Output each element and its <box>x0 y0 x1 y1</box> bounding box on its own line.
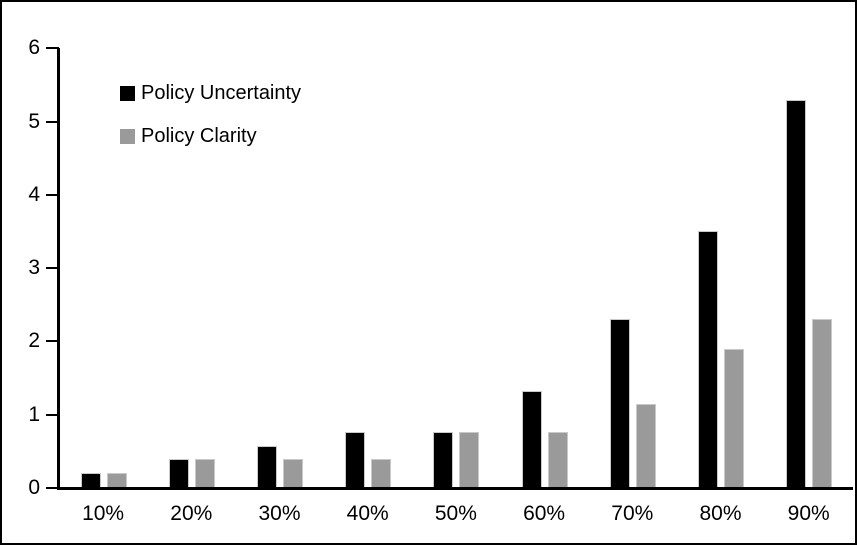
bar-policy-clarity-90- <box>812 319 833 488</box>
bar-policy-clarity-10- <box>106 473 127 488</box>
y-axis-tick-label: 1 <box>28 402 40 426</box>
bar-policy-clarity-70- <box>635 403 656 488</box>
x-axis-label-60-: 60% <box>523 502 566 525</box>
y-axis-tick <box>46 120 59 123</box>
x-axis-label-10-: 10% <box>82 502 125 525</box>
x-axis-label-80-: 80% <box>699 502 742 525</box>
bar-policy-clarity-30- <box>283 459 303 488</box>
y-axis-tick <box>46 193 59 196</box>
x-axis-label-40-: 40% <box>346 502 389 525</box>
y-axis-tick-label: 3 <box>28 256 40 280</box>
y-axis-tick-label: 4 <box>28 182 40 206</box>
y-axis-line <box>57 48 60 488</box>
bar-policy-uncertainty-50- <box>433 431 454 488</box>
y-axis-tick <box>46 487 59 489</box>
legend-item-policy-clarity: Policy Clarity <box>120 124 257 148</box>
x-axis-label-70-: 70% <box>611 502 654 525</box>
y-axis-tick-label: 2 <box>28 329 40 353</box>
legend-swatch-policy-uncertainty <box>120 85 135 101</box>
y-axis-tick <box>46 413 59 416</box>
bar-policy-clarity-80- <box>724 348 744 488</box>
x-axis-label-30-: 30% <box>258 502 301 525</box>
legend-label-policy-uncertainty: Policy Uncertainty <box>141 81 302 104</box>
bar-policy-uncertainty-30- <box>257 446 277 488</box>
bar-policy-uncertainty-20- <box>168 459 189 488</box>
x-axis-label-50-: 50% <box>434 502 477 525</box>
y-axis-tick <box>46 340 59 343</box>
legend-swatch-policy-clarity <box>120 128 135 144</box>
y-axis-tick-label: 0 <box>28 476 40 499</box>
y-axis-tick-label: 6 <box>28 36 40 60</box>
bar-policy-uncertainty-40- <box>345 432 366 488</box>
x-axis-label-20-: 20% <box>170 502 213 525</box>
bar-policy-clarity-60- <box>547 431 568 488</box>
x-axis-label-90-: 90% <box>787 502 830 525</box>
bar-policy-uncertainty-90- <box>786 99 807 488</box>
bar-policy-uncertainty-70- <box>609 319 630 488</box>
legend-label-policy-clarity: Policy Clarity <box>141 124 257 147</box>
bar-policy-uncertainty-80- <box>698 231 718 488</box>
bar-policy-uncertainty-10- <box>80 473 101 488</box>
x-axis-line <box>57 487 853 490</box>
bar-policy-clarity-40- <box>371 459 392 488</box>
y-axis-tick <box>46 267 59 270</box>
bar-policy-uncertainty-60- <box>521 390 542 488</box>
y-axis-tick <box>46 47 59 50</box>
y-axis-tick-label: 5 <box>28 109 40 133</box>
bar-policy-clarity-20- <box>194 459 215 488</box>
legend-item-policy-uncertainty: Policy Uncertainty <box>120 81 301 105</box>
bar-policy-clarity-50- <box>459 431 480 488</box>
